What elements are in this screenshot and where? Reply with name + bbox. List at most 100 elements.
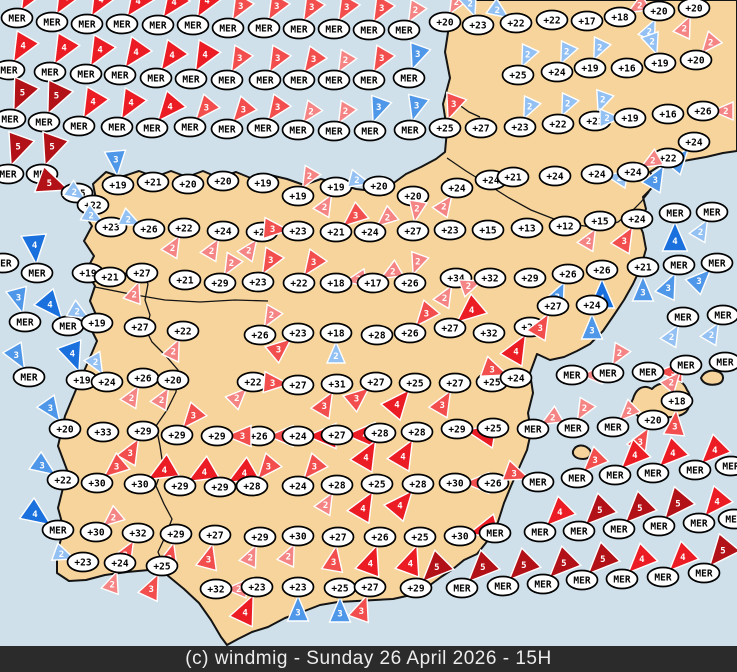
- land-station-marker: 3 +26: [393, 298, 442, 344]
- wind-direction-cone: [160, 38, 190, 73]
- sea-label: MER: [0, 66, 17, 77]
- temperature-label: +22: [244, 378, 261, 389]
- wind-direction-cone: [347, 593, 369, 624]
- sea-station-marker: 4 MER: [100, 86, 149, 138]
- wind-direction-cone: [82, 85, 111, 120]
- temperature-label: +28: [243, 482, 260, 493]
- sea-station-marker: 4 MER: [141, 0, 192, 36]
- land-station-marker: 2 +23: [458, 0, 495, 36]
- station-ellipse: [319, 322, 353, 344]
- sea-station-marker: 3 MER: [173, 92, 222, 138]
- wind-force-value: 3: [16, 293, 21, 303]
- station-ellipse: [643, 52, 677, 74]
- land-station-marker: 3 +18: [660, 390, 694, 437]
- sea-label: MER: [219, 24, 236, 35]
- sea-label: MER: [16, 318, 33, 329]
- wind-force-value: 5: [720, 546, 725, 556]
- wind-direction-cone: [599, 107, 623, 129]
- temperature-label: +23: [511, 123, 528, 134]
- wind-direction-cone: [341, 200, 371, 228]
- station-ellipse: [281, 119, 315, 141]
- land-station-marker: +20: [171, 173, 205, 195]
- sea-label: MER: [599, 369, 616, 380]
- sea-label: MER: [218, 76, 235, 87]
- wind-direction-cone: [126, 0, 156, 19]
- wind-force-value: 4: [202, 468, 208, 478]
- station-ellipse: [123, 473, 157, 495]
- station-ellipse: [433, 219, 467, 241]
- temperature-label: +28: [409, 480, 426, 491]
- wind-direction-cone: [302, 451, 330, 481]
- sea-label: MER: [494, 582, 511, 593]
- station-ellipse: [677, 0, 711, 19]
- wind-force-value: 3: [275, 54, 280, 64]
- sea-label: MER: [184, 21, 201, 32]
- wind-direction-cone: [160, 337, 180, 364]
- wind-force-value: 3: [128, 449, 133, 459]
- wind-force-value: 2: [234, 394, 239, 404]
- sea-station-marker: 3 MER: [653, 254, 696, 302]
- wind-force-value: 3: [511, 469, 516, 479]
- station-ellipse: [66, 551, 100, 573]
- wind-force-value: 5: [434, 563, 439, 573]
- temperature-label: +30: [289, 532, 306, 543]
- temperature-label: +21: [253, 228, 270, 239]
- station-ellipse: [174, 68, 208, 90]
- wind-direction-cone: [700, 30, 724, 55]
- wind-direction-cone: [371, 94, 393, 125]
- sea-station-marker: 3 MER: [1, 341, 46, 388]
- temperature-label: +18: [668, 397, 685, 408]
- sea-label: MER: [666, 209, 683, 220]
- sea-station-marker: 5 MER: [642, 485, 697, 537]
- temperature-label: +20: [650, 7, 667, 18]
- station-ellipse: [90, 371, 124, 393]
- wind-force-value: 2: [550, 414, 555, 424]
- sea-label: MER: [613, 575, 630, 586]
- temperature-label: +26: [559, 270, 576, 281]
- temperature-label: +24: [546, 172, 563, 183]
- land-station-marker: 3 +30: [80, 451, 132, 494]
- wind-direction-cone: [20, 0, 37, 12]
- sea-label: MER: [35, 118, 52, 129]
- station-ellipse: [603, 6, 637, 28]
- land-station-marker: 2 +19: [65, 298, 114, 334]
- wind-force-value: 4: [368, 559, 374, 569]
- temperature-label: +29: [208, 432, 225, 443]
- temperature-label: +22: [175, 224, 192, 235]
- sea-label: MER: [524, 425, 541, 436]
- land-station-marker: 2 +25: [501, 42, 541, 86]
- station-ellipse: [319, 272, 353, 294]
- wind-force-value: 3: [353, 212, 358, 222]
- wind-direction-cone: [698, 321, 720, 347]
- station-ellipse: [523, 521, 557, 543]
- station-ellipse: [0, 59, 26, 81]
- wind-force-value: 3: [589, 327, 594, 337]
- station-ellipse: [69, 63, 103, 85]
- sea-station-marker: 3 MER: [392, 41, 432, 89]
- wind-force-value: 3: [354, 394, 359, 404]
- wind-direction-cone: [421, 548, 456, 583]
- station-ellipse: [317, 69, 351, 91]
- station-ellipse: [669, 354, 703, 376]
- wind-direction-cone: [267, 92, 293, 123]
- land-station-marker: 3 +27: [341, 371, 393, 414]
- wind-direction-cone: [684, 268, 712, 296]
- temperature-label: +21: [327, 228, 344, 239]
- temperature-label: +20: [164, 376, 181, 387]
- wind-direction-cone: [700, 433, 732, 465]
- temperature-label: +23: [74, 558, 91, 569]
- land-station-marker: +15: [471, 219, 505, 241]
- station-ellipse: [636, 409, 670, 431]
- sea-label: MER: [182, 75, 199, 86]
- temperature-label: +24: [548, 68, 565, 79]
- wind-force-value: 2: [246, 247, 251, 257]
- sea-station-marker: 4 MER: [35, 0, 77, 33]
- station-ellipse: [210, 69, 244, 91]
- land-station-marker: 4 +23: [228, 576, 274, 628]
- sea-label: MER: [534, 580, 551, 591]
- sea-label: MER: [149, 21, 166, 32]
- temperature-label: +23: [289, 227, 306, 238]
- wind-force-value: 3: [149, 585, 154, 595]
- wind-direction-cone: [458, 0, 477, 19]
